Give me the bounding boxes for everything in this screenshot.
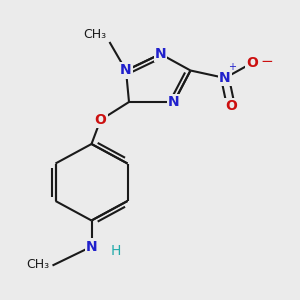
Text: N: N <box>155 47 166 61</box>
Text: +: + <box>229 62 236 73</box>
Text: N: N <box>86 240 97 254</box>
Text: H: H <box>111 244 122 258</box>
Text: O: O <box>94 113 106 127</box>
Text: N: N <box>120 64 132 77</box>
Text: N: N <box>168 95 180 109</box>
Text: N: N <box>219 71 231 85</box>
Text: CH₃: CH₃ <box>83 28 106 40</box>
Text: CH₃: CH₃ <box>26 257 50 271</box>
Text: O: O <box>246 56 258 70</box>
Text: O: O <box>225 100 237 113</box>
Text: −: − <box>260 54 273 69</box>
